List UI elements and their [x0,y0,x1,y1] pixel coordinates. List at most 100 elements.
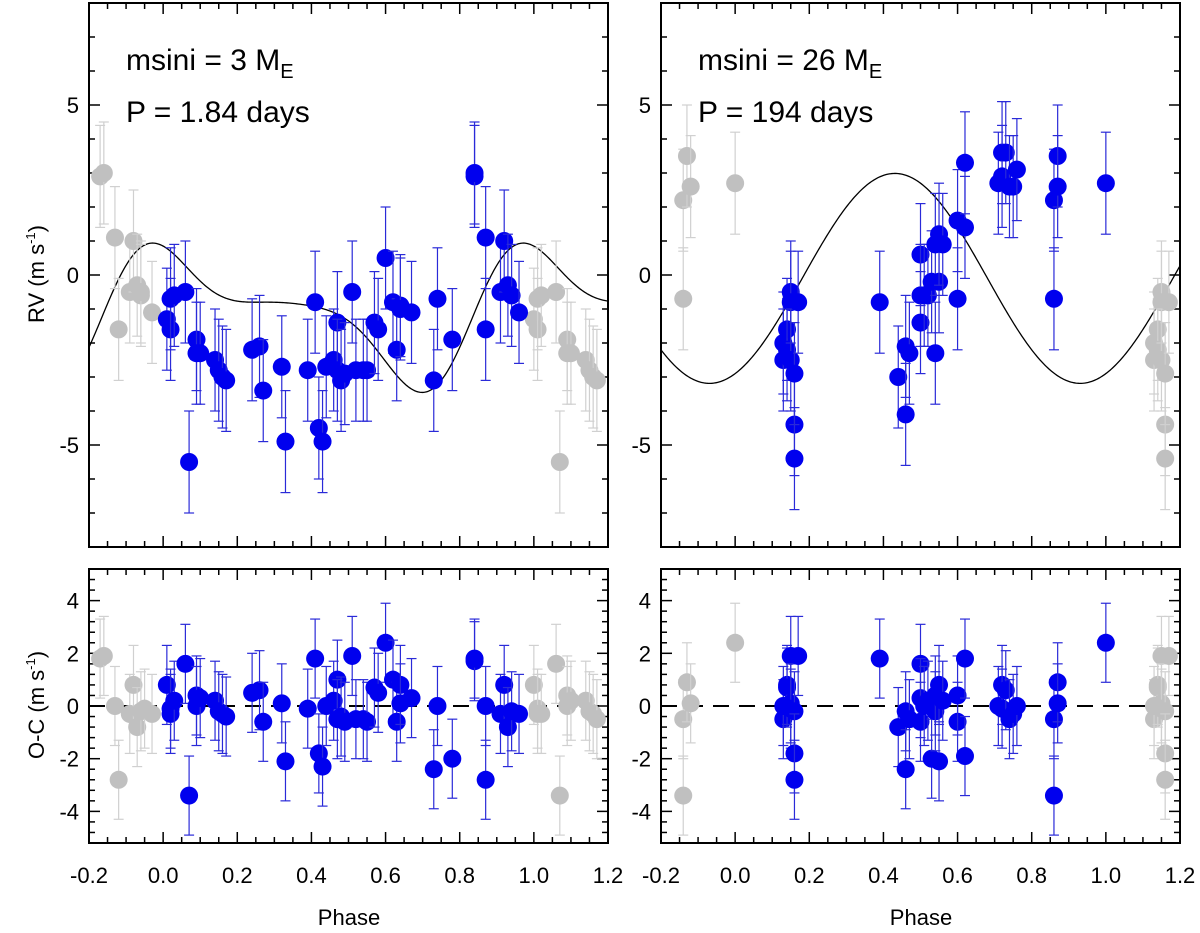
data-point-wrapped [143,704,162,723]
data-point-wrapped [561,691,580,710]
data-point [896,760,915,779]
data-point-wrapped [1159,646,1178,665]
data-point [358,712,377,731]
data-point [1044,786,1063,805]
x-tick-label: 0.0 [148,863,179,888]
data-point-wrapped [726,174,745,193]
rv-ylabel: RV (m s-1) [23,225,49,323]
data-point [933,235,952,254]
data-point [376,633,395,652]
data-point [306,293,325,312]
x-tick-label: 0.6 [942,863,973,888]
y-tick-label: -5 [59,433,79,458]
x-tick-label: -0.2 [70,863,108,888]
x-tick-label: 0.8 [444,863,475,888]
data-point-wrapped [532,704,551,723]
data-point [298,361,317,380]
data-point [495,232,514,250]
period-label-left: P = 1.84 days [126,96,310,129]
data-point [889,368,908,386]
x-tick-label: 1.0 [1091,863,1122,888]
data-point [498,718,517,737]
msini-label-right: msini = 26 ME [698,44,882,83]
data-point [387,712,406,731]
data-point [1044,191,1063,210]
data-point [476,697,495,715]
oc-panel-left: -4 -2 0 2 4 -0.2 0.0 0.2 0.4 0.6 0.8 1.0 1.2 [59,568,624,888]
x-tick-label: 1.2 [593,863,624,888]
data-point [443,330,462,349]
data-point [785,364,804,383]
x-tick-label: 0.4 [296,863,327,888]
x-tick-label: -0.2 [642,863,680,888]
data-point [428,697,447,715]
data-point [510,303,529,322]
y-tick-label: 5 [639,93,651,118]
data-point-wrapped [1148,678,1167,697]
data-point [476,320,495,339]
data-point [465,649,484,668]
data-point-wrapped [587,710,606,729]
y-tick-label: 4 [67,589,79,614]
data-point [424,371,443,390]
data-point [870,649,889,668]
x-tick-label: 0.2 [794,863,825,888]
data-point [778,678,797,697]
data-point [250,681,269,700]
data-point-wrapped [681,177,700,196]
y-tick-label: 2 [67,641,79,666]
data-point-wrapped [105,697,124,715]
data-point [781,351,800,369]
data-point-wrapped [1156,449,1175,468]
data-point [955,649,974,668]
data-point-wrapped [532,286,551,305]
data-point [250,337,269,356]
data-point [402,689,421,708]
data-point [510,704,529,723]
data-point [276,432,295,451]
y-tick-label: -2 [59,747,79,772]
data-point-wrapped [524,675,543,694]
data-point [789,646,808,665]
xlabel-right: Phase [890,905,952,930]
data-point [272,357,291,376]
data-point [948,686,967,705]
data-point [254,381,273,400]
data-point-wrapped [674,191,693,210]
y-tick-label: 0 [639,263,651,288]
period-label-right: P = 194 days [698,96,873,129]
plot-area [661,100,1180,511]
data-point [789,293,808,312]
data-point-wrapped [124,675,143,694]
data-point [306,649,325,668]
y-tick-label: 4 [639,589,651,614]
x-tick-label: 0.8 [1016,863,1047,888]
data-point-wrapped [124,232,143,250]
data-point [476,228,495,247]
y-tick-label: 0 [67,263,79,288]
data-point [930,675,949,694]
plot-area [89,602,608,836]
data-point [930,752,949,771]
y-tick-label: 0 [639,694,651,719]
data-point-wrapped [677,673,696,692]
data-point [324,691,343,710]
data-point [176,654,195,673]
data-point-wrapped [726,633,745,652]
data-point [298,699,317,718]
data-point [785,770,804,789]
data-point [1096,174,1115,193]
x-tick-label: 0.2 [222,863,253,888]
data-point-wrapped [94,164,113,182]
data-point-wrapped [674,710,693,729]
oc-ylabel: O-C (m s-1) [23,651,49,759]
data-point [369,683,388,702]
data-point [276,752,295,771]
plot-area [89,121,608,514]
data-point-wrapped [550,786,569,805]
data-point-wrapped [109,320,128,339]
data-point [191,689,210,708]
data-point [896,405,915,424]
data-point [165,691,184,710]
data-point-wrapped [109,770,128,789]
